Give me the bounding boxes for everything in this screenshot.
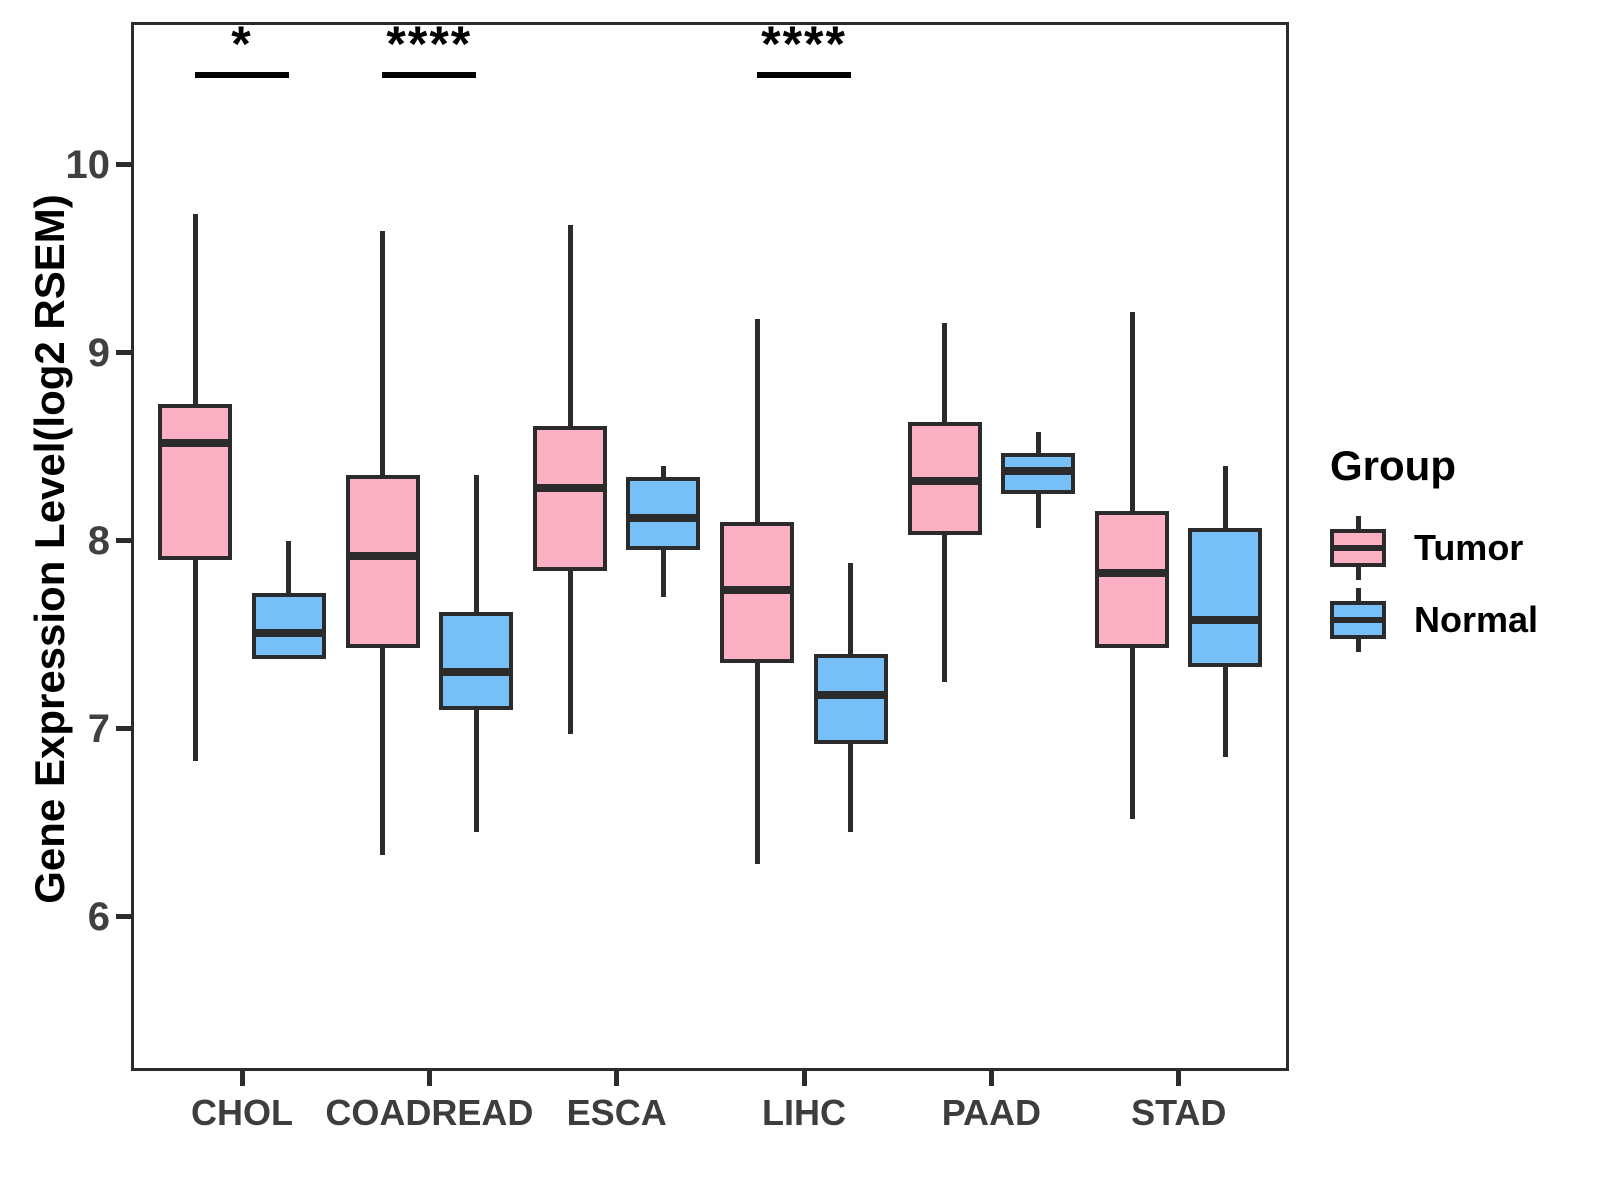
x-tick-label: CHOL (191, 1092, 293, 1133)
box-CHOL-Normal (251, 593, 326, 660)
x-tick-label: PAAD (941, 1092, 1042, 1133)
y-tick-label: 10 (65, 142, 111, 187)
y-tick-label: 9 (87, 330, 110, 375)
x-tick-label: COADREAD (325, 1092, 534, 1133)
legend-label-normal: Normal (1414, 599, 1539, 640)
box-ESCA-Normal (626, 476, 701, 551)
x-tick-mark (239, 1071, 245, 1086)
legend: Group Tumor Normal (1330, 442, 1538, 660)
median-PAAD-Normal (1004, 467, 1073, 476)
median-ESCA-Normal (629, 514, 698, 523)
box-CHOL-Tumor (158, 403, 233, 560)
y-tick-mark (116, 726, 131, 732)
y-tick-mark (116, 538, 131, 544)
median-PAAD-Tumor (910, 476, 979, 485)
box-COADREAD-Tumor (345, 475, 420, 649)
tumor-boxplot-key-icon (1330, 516, 1386, 580)
median-STAD-Normal (1191, 615, 1260, 624)
normal-boxplot-key-icon (1330, 588, 1386, 652)
median-LIHC-Normal (816, 691, 885, 699)
median-COADREAD-Normal (442, 668, 511, 677)
median-CHOL-Normal (254, 628, 323, 637)
x-tick-label: ESCA (566, 1092, 667, 1133)
x-tick-mark (801, 1071, 807, 1086)
legend-title: Group (1330, 442, 1456, 489)
box-COADREAD-Normal (439, 612, 514, 711)
y-tick-mark (116, 162, 131, 168)
x-tick-label: STAD (1131, 1092, 1227, 1133)
median-ESCA-Tumor (536, 484, 604, 493)
significance-label-LIHC: **** (761, 16, 847, 72)
legend-key-median (1334, 617, 1382, 623)
box-STAD-Normal (1188, 527, 1263, 667)
median-STAD-Tumor (1098, 568, 1167, 577)
x-tick-mark (988, 1071, 994, 1086)
significance-bar-COADREAD (382, 72, 477, 78)
y-tick-label: 8 (87, 518, 110, 563)
significance-label-COADREAD: **** (386, 16, 473, 72)
legend-label-tumor: Tumor (1414, 527, 1524, 568)
median-COADREAD-Tumor (348, 551, 417, 560)
y-tick-label: 7 (87, 706, 110, 751)
y-tick-label: 6 (87, 894, 110, 939)
plot-panel (131, 22, 1289, 1071)
legend-key-median (1334, 545, 1382, 551)
y-tick-mark (116, 914, 131, 920)
legend-entry-tumor: Tumor (1330, 516, 1538, 580)
box-STAD-Tumor (1095, 510, 1170, 649)
significance-bar-LIHC (757, 72, 852, 78)
significance-label-CHOL: * (231, 16, 253, 72)
box-ESCA-Tumor (533, 426, 607, 571)
y-tick-mark (116, 350, 131, 356)
x-tick-mark (1176, 1071, 1182, 1086)
x-tick-mark (614, 1071, 620, 1086)
median-LIHC-Tumor (723, 585, 792, 594)
significance-bar-CHOL (195, 72, 289, 78)
x-tick-label: LIHC (762, 1092, 847, 1133)
x-tick-mark (426, 1071, 432, 1086)
legend-entry-normal: Normal (1330, 588, 1538, 652)
median-CHOL-Tumor (161, 439, 230, 448)
